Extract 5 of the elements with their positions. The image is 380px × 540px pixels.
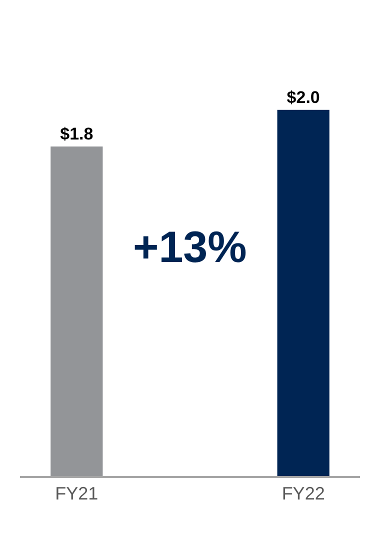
data-label: $2.0	[286, 88, 320, 107]
x-tick-label: FY22	[282, 483, 325, 504]
x-tick-label: FY21	[55, 483, 98, 504]
annotation: +13%	[133, 223, 247, 272]
data-label: $1.8	[60, 124, 94, 144]
